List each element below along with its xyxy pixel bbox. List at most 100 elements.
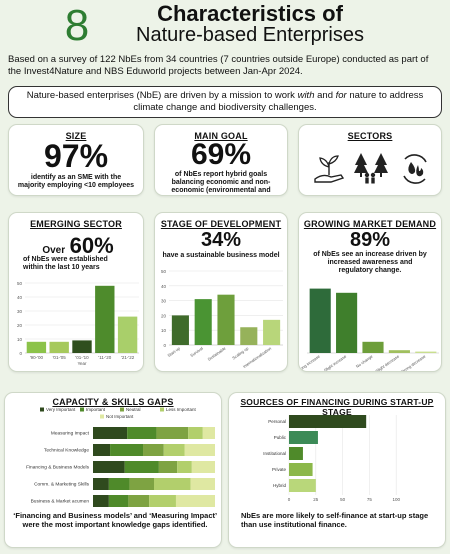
legend-label: Less Important [166,407,197,412]
bar-segment [108,495,129,507]
y-tick-label: 10 [17,337,23,342]
x-tick-label: '90-'00 [30,355,44,360]
legend-swatch [100,414,104,419]
y-tick-label: Personal [268,419,286,424]
bar-segment [124,461,159,473]
plant-hand-icon [314,155,345,183]
bar-segment [149,495,176,507]
bar-segment [93,461,125,473]
bar-segment [128,495,150,507]
bar-segment [156,427,189,439]
bar [240,327,258,345]
stage-chart: 0 10 20 30 40 50 Start-up Survival Sustainable Sc… [161,269,283,369]
bar [289,463,313,476]
bar-segment [202,427,215,439]
capacity-card: CAPACITY & SKILLS GAPS Very Important Imp… [4,392,222,548]
definition-banner: Nature-based enterprises (NbE) are drive… [8,86,442,118]
bar-segment [110,444,144,456]
bar [289,447,303,460]
legend-swatch [80,407,84,412]
bar [72,340,92,353]
bar [336,292,358,353]
bar [263,319,281,345]
title-line-1: Characteristics of [157,1,343,26]
x-tick-label: Slight increase [323,353,348,371]
x-tick-label: 100 [392,497,400,502]
x-tick-label: 0 [288,497,291,502]
water-fire-icon [403,154,427,184]
x-tick-label: 75 [367,497,373,502]
x-tick-label: Strong increase [299,353,321,371]
bar-segment [93,495,109,507]
legend-label: Neutral [126,407,141,412]
x-tick-label: '01-'05 [53,355,67,360]
bar [289,415,367,428]
y-tick-label: 30 [17,309,23,314]
y-tick-label: Private [272,467,287,472]
x-tick-label: Survival [189,346,204,358]
financing-chart: 0 25 50 75 100 Personal Public Institutional Pri… [263,415,400,502]
market-chart: Strong increase Slight increase No change S… [299,288,439,371]
definition-for: for [335,90,347,101]
x-tick-label: Start-up [166,345,181,358]
title-line-2: Nature-based Enterprises [136,24,364,46]
size-value: 97% [43,138,109,174]
market-heading: GROWING MARKET DEMAND [303,219,437,229]
capacity-caption: ‘Financing and Business models’ and ‘Mea… [13,511,217,529]
y-tick-label: Institutional [263,451,286,456]
legend-label: Not Important [106,414,134,419]
y-tick-label: 50 [161,269,167,274]
bar [362,341,384,353]
bar [289,431,318,444]
y-tick-label: 40 [17,295,23,300]
bar [95,285,115,353]
y-tick-label: Public [274,435,287,440]
x-tick-label: Strong decrease [399,353,427,371]
intro-text: Based on a survey of 122 NbEs from 34 co… [8,54,429,77]
x-tick-label: '11-'20 [98,355,111,360]
bar [388,350,410,353]
capacity-chart: Very Important Important Neutral Less Impor… [26,407,215,507]
y-tick-label: Comm. & Marketing Skills [34,482,90,488]
market-value: 89% [349,229,391,251]
y-tick-label: 20 [17,323,23,328]
main-goal-value: 69% [190,138,252,171]
bar-segment [158,461,178,473]
bar [309,288,331,353]
main-goal-heading: MAIN GOAL [194,131,248,141]
legend-label: Very Important [46,407,76,412]
y-tick-label: 0 [163,343,166,348]
bar-segment [191,461,215,473]
sectors-card: SECTORS [298,124,442,196]
bar [117,316,138,353]
size-text: identify as an SME with the majority emp… [17,174,135,189]
main-goal-card: MAIN GOAL 69% of NbEs report hybrid goal… [154,124,288,196]
bar-segment [127,427,157,439]
emerging-text: of NbEs were established within the last… [23,256,108,271]
logo-glyph: 8 [65,2,89,46]
bar [217,294,235,345]
legend-swatch [120,407,124,412]
legend-label: Important [86,407,106,412]
bar-segment [108,478,130,490]
y-tick-label: 20 [161,313,167,318]
bar-segment [177,461,192,473]
y-tick-label: Business & Market acumen [31,499,90,505]
market-text: of NbEs see an increase driven by increa… [313,251,427,274]
bar-segment [93,427,128,439]
y-tick-label: Financing & Business Models [26,465,90,471]
y-tick-label: 50 [17,281,23,286]
bar-segment [184,444,215,456]
x-tick-label: No change [355,353,374,369]
main-goal-text: of NbEs report hybrid goals balancing ec… [171,171,271,194]
bar-segment [143,444,164,456]
sectors-heading: SECTORS [347,131,393,141]
stage-value: 34% [200,229,242,251]
size-card: SIZE 97% identify as an SME with the maj… [8,124,144,196]
page-title: Characteristics of Nature-based Enterpri… [100,2,400,46]
year-established-chart: 0 10 20 30 40 50 '90-'00 '01-'05 '01-'10 '11-'20 '… [17,281,139,366]
stage-card: STAGE OF DEVELOPMENT 34% have a sustaina… [154,212,288,372]
x-tick-label: 25 [313,497,319,502]
x-tick-label: '21-'22 [121,355,135,360]
y-tick-label: 30 [161,299,167,304]
